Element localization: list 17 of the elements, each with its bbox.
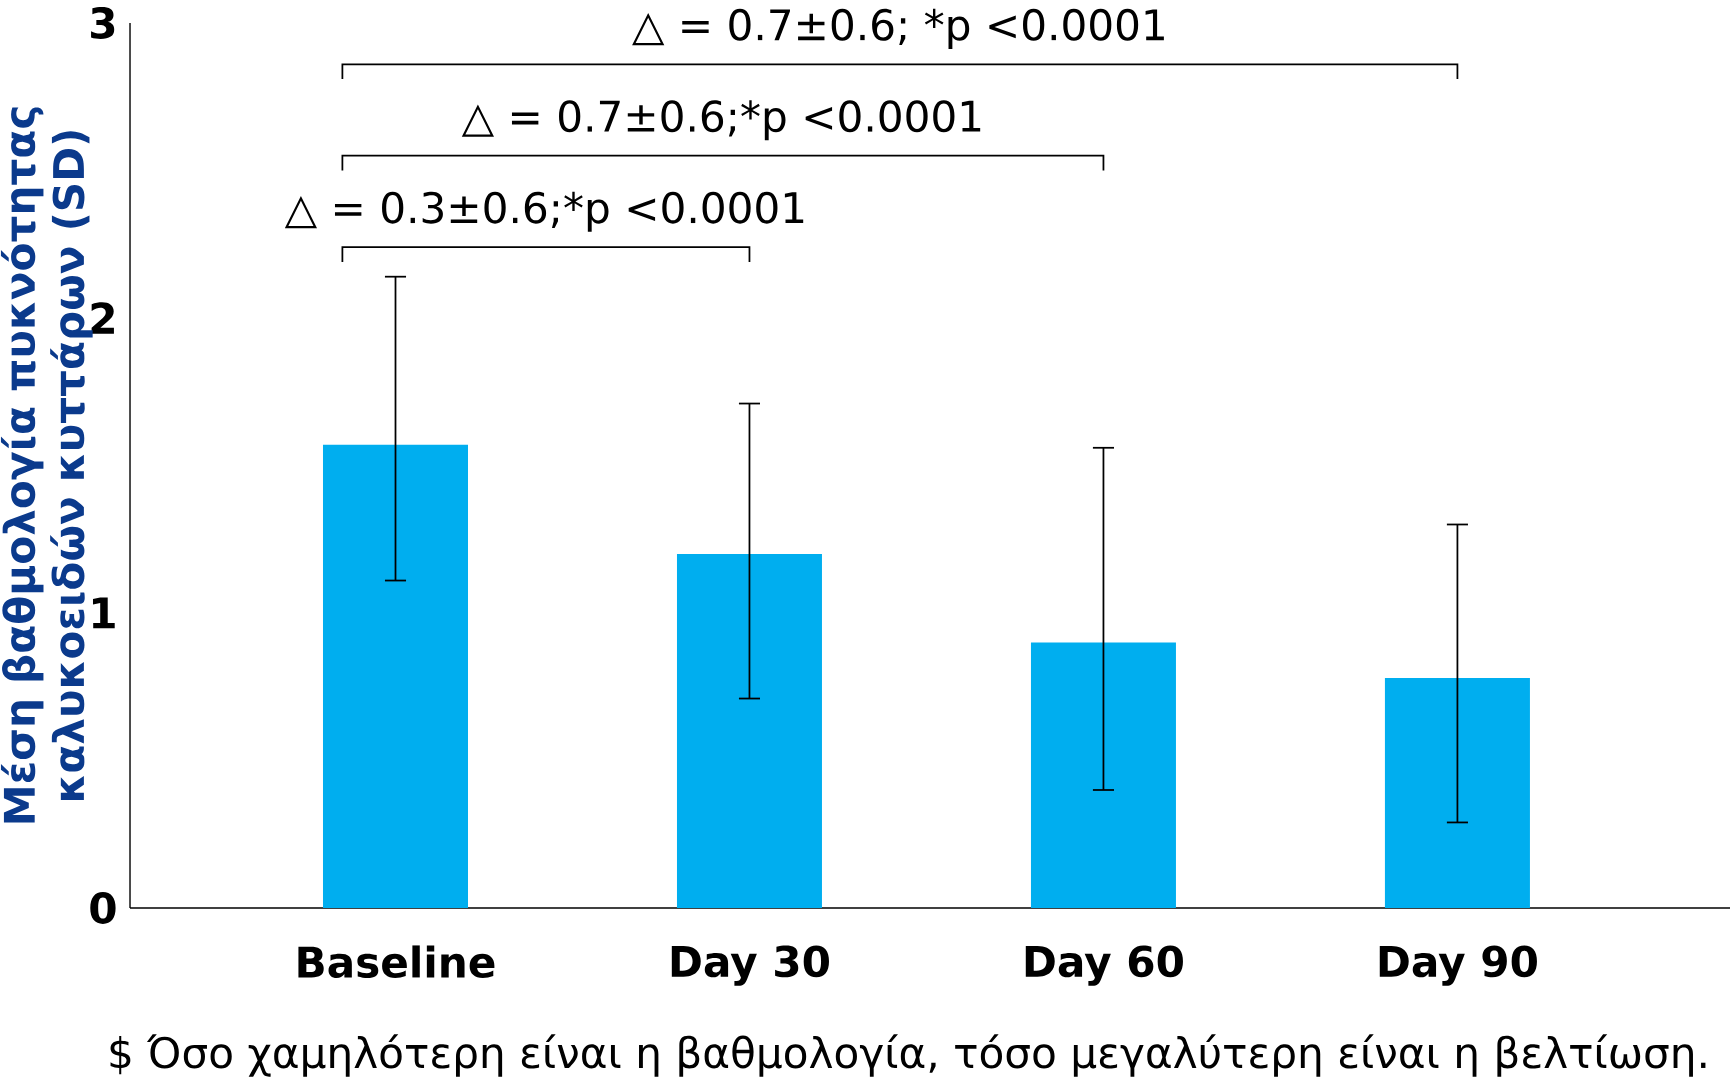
bar bbox=[676, 553, 822, 908]
x-tick-label: Day 60 bbox=[1025, 945, 1183, 986]
y-tick-label: 1 bbox=[92, 597, 115, 629]
annotation: △ = 0.7±0.6; *p <0.0001 bbox=[632, 8, 1164, 49]
x-tick-label: Day 90 bbox=[1379, 945, 1537, 986]
y-tick-label: 0 bbox=[90, 892, 116, 924]
x-tick-label: Day 30 bbox=[671, 945, 829, 986]
y-tick-label: 2 bbox=[91, 302, 114, 334]
y-axis-title: Μέση βαθμολογία πυκνότητας καλυκοειδών κυττάρων (SD) bbox=[0, 107, 93, 823]
bar bbox=[322, 444, 468, 908]
text: $ Όσο χαμηλότερη είναι η βαθμολογία, τόσο μεγαλύτερη είναι η βελτίωση. bbox=[110, 1034, 1706, 1077]
bar bbox=[1030, 642, 1176, 908]
x-tick-label: Baseline bbox=[298, 945, 495, 979]
annotation: △ = 0.7±0.6;*p <0.0001 bbox=[461, 100, 981, 141]
y-tick-label: 3 bbox=[91, 7, 115, 39]
bar bbox=[1384, 677, 1530, 908]
annotation: △ = 0.3±0.6;*p <0.0001 bbox=[284, 191, 804, 232]
